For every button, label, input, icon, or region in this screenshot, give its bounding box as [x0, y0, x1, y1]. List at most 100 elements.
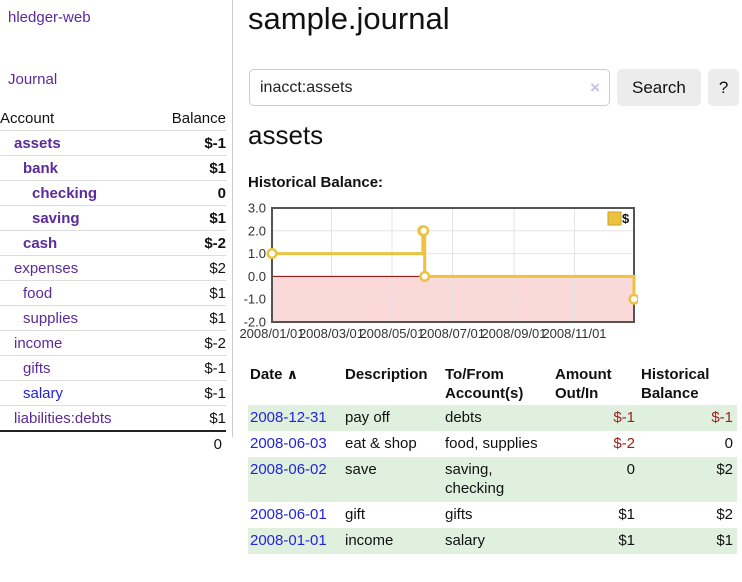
account-balance: 0 — [148, 180, 226, 206]
register-cell-amount: $1 — [618, 532, 635, 549]
data-point-marker — [266, 248, 278, 260]
register-cell-date: 2008-12-31 — [248, 405, 343, 431]
search-form: × Search ? — [249, 69, 740, 106]
account-row: bank $1 — [0, 155, 226, 181]
transaction-date-link[interactable]: 2008-01-01 — [250, 532, 327, 549]
account-balance: $-1 — [148, 130, 226, 156]
help-button[interactable]: ? — [707, 69, 740, 106]
account-link-bank[interactable]: bank — [23, 159, 59, 177]
register-cell-accounts: saving, checking — [445, 461, 505, 497]
sidebar: hledger-web Journal Account Balance asse… — [0, 0, 233, 456]
account-balance: $-1 — [148, 355, 226, 381]
account-row: income $-2 — [0, 330, 226, 356]
account-row: saving $1 — [0, 205, 226, 231]
transaction-date-link[interactable]: 2008-12-31 — [250, 409, 327, 426]
x-tick-label: 2008/11/01 — [542, 326, 606, 341]
data-point-marker — [628, 293, 638, 305]
register-cell-date: 2008-06-01 — [248, 502, 343, 528]
transaction-date-link[interactable]: 2008-06-01 — [250, 506, 327, 523]
account-link-checking[interactable]: checking — [32, 184, 98, 202]
register-cell-balance: $2 — [716, 506, 733, 523]
account-link-food[interactable]: food — [23, 284, 53, 302]
accounts-total-row: 0 — [0, 430, 226, 456]
y-tick-label: 3.0 — [248, 202, 266, 216]
account-balance: $1 — [148, 155, 226, 181]
x-tick-label: 2008/03/01 — [299, 326, 364, 341]
chart-heading: Historical Balance: — [248, 174, 384, 191]
account-balance: $-2 — [148, 330, 226, 356]
register-header-amount: Amount Out/In — [555, 366, 612, 402]
legend-label: $ — [622, 211, 630, 226]
search-button[interactable]: Search — [617, 69, 701, 106]
register-header-date[interactable]: Date ∧ — [250, 366, 298, 383]
nav-journal-link[interactable]: Journal — [8, 71, 58, 88]
register-row: 2008-06-03 eat & shop food, supplies $-2 0 — [248, 431, 737, 457]
register-row: 2008-06-02 save saving, checking 0 $2 — [248, 457, 737, 502]
register-row: 2008-06-01 gift gifts $1 $2 — [248, 502, 737, 528]
account-row: supplies $1 — [0, 305, 226, 331]
register-cell-description: eat & shop — [345, 435, 417, 452]
data-point-marker — [418, 225, 430, 237]
register-cell-description: pay off — [345, 409, 390, 426]
account-row: gifts $-1 — [0, 355, 226, 381]
account-link-liabilities-debts[interactable]: liabilities:debts — [14, 409, 112, 427]
account-balance: $1 — [148, 280, 226, 306]
search-box: × — [249, 69, 610, 106]
sort-asc-icon: ∧ — [286, 366, 298, 382]
page-title: sample.journal — [248, 1, 450, 36]
x-tick-label: 2008/05/01 — [359, 326, 424, 341]
register-cell-date: 2008-01-01 — [248, 528, 343, 554]
register-cell-amount: 0 — [626, 461, 635, 478]
account-balance: $1 — [148, 305, 226, 331]
account-link-salary[interactable]: salary — [23, 384, 64, 402]
clear-search-icon[interactable]: × — [590, 78, 600, 97]
account-balance: $-1 — [148, 380, 226, 406]
register-cell-balance: $2 — [716, 461, 733, 478]
search-input[interactable] — [250, 70, 609, 105]
register-cell-accounts: salary — [445, 532, 486, 549]
register-row: 2008-01-01 income salary $1 $1 — [248, 528, 737, 554]
y-tick-label: 2.0 — [248, 223, 266, 238]
account-link-supplies[interactable]: supplies — [23, 309, 79, 327]
app-brand-link[interactable]: hledger-web — [8, 9, 91, 26]
accounts-header-balance: Balance — [148, 106, 226, 131]
register-cell-date: 2008-06-03 — [248, 431, 343, 457]
account-row: checking 0 — [0, 180, 226, 206]
x-tick-label: 2008/09/01 — [481, 326, 546, 341]
account-link-saving[interactable]: saving — [32, 209, 80, 227]
register-cell-accounts: gifts — [445, 506, 473, 523]
register-header-balance: Historical Balance — [641, 366, 710, 402]
register-cell-description: save — [345, 461, 377, 478]
register-cell-description: gift — [345, 506, 366, 523]
account-link-assets[interactable]: assets — [14, 134, 61, 152]
account-link-income[interactable]: income — [14, 334, 63, 352]
account-balance: $-2 — [148, 230, 226, 256]
account-row: expenses $2 — [0, 255, 226, 281]
y-tick-label: -1.0 — [244, 292, 266, 307]
account-heading: assets — [248, 120, 324, 150]
account-row: salary $-1 — [0, 380, 226, 406]
main-content: sample.journal × Search ? assets Histori… — [239, 0, 742, 582]
legend-swatch — [607, 211, 622, 226]
register-cell-amount: $1 — [618, 506, 635, 523]
account-link-cash[interactable]: cash — [23, 234, 58, 252]
account-balance: $2 — [148, 255, 226, 281]
register-cell-balance: $1 — [716, 532, 733, 549]
register-header-accounts: To/From Account(s) — [445, 366, 524, 402]
transaction-date-link[interactable]: 2008-06-02 — [250, 461, 327, 478]
account-link-expenses[interactable]: expenses — [14, 259, 79, 277]
account-balance: $1 — [148, 205, 226, 231]
account-link-gifts[interactable]: gifts — [23, 359, 51, 377]
accounts-table: Account Balance assets $-1 bank $1 checking 0… — [0, 106, 226, 456]
register-cell-date: 2008-06-02 — [248, 457, 343, 502]
account-row: food $1 — [0, 280, 226, 306]
historical-balance-chart: $3.0 2.0 1.0 0.0 -1.0 -2.02008/01/012008/03/0… — [239, 202, 638, 341]
transaction-date-link[interactable]: 2008-06-03 — [250, 435, 327, 452]
accounts-header-account: Account — [0, 106, 148, 131]
register-cell-balance: $-1 — [711, 409, 733, 426]
register-header-row: Date ∧ Description To/From Account(s) Am… — [248, 362, 737, 405]
x-tick-label: 2008/01/01 — [239, 326, 304, 341]
register-cell-accounts: food, supplies — [445, 435, 538, 452]
register-cell-accounts: debts — [445, 409, 482, 426]
register-table: Date ∧ Description To/From Account(s) Am… — [248, 362, 737, 554]
